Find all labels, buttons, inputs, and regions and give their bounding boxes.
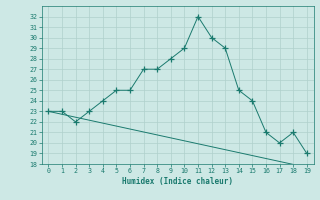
X-axis label: Humidex (Indice chaleur): Humidex (Indice chaleur)	[122, 177, 233, 186]
